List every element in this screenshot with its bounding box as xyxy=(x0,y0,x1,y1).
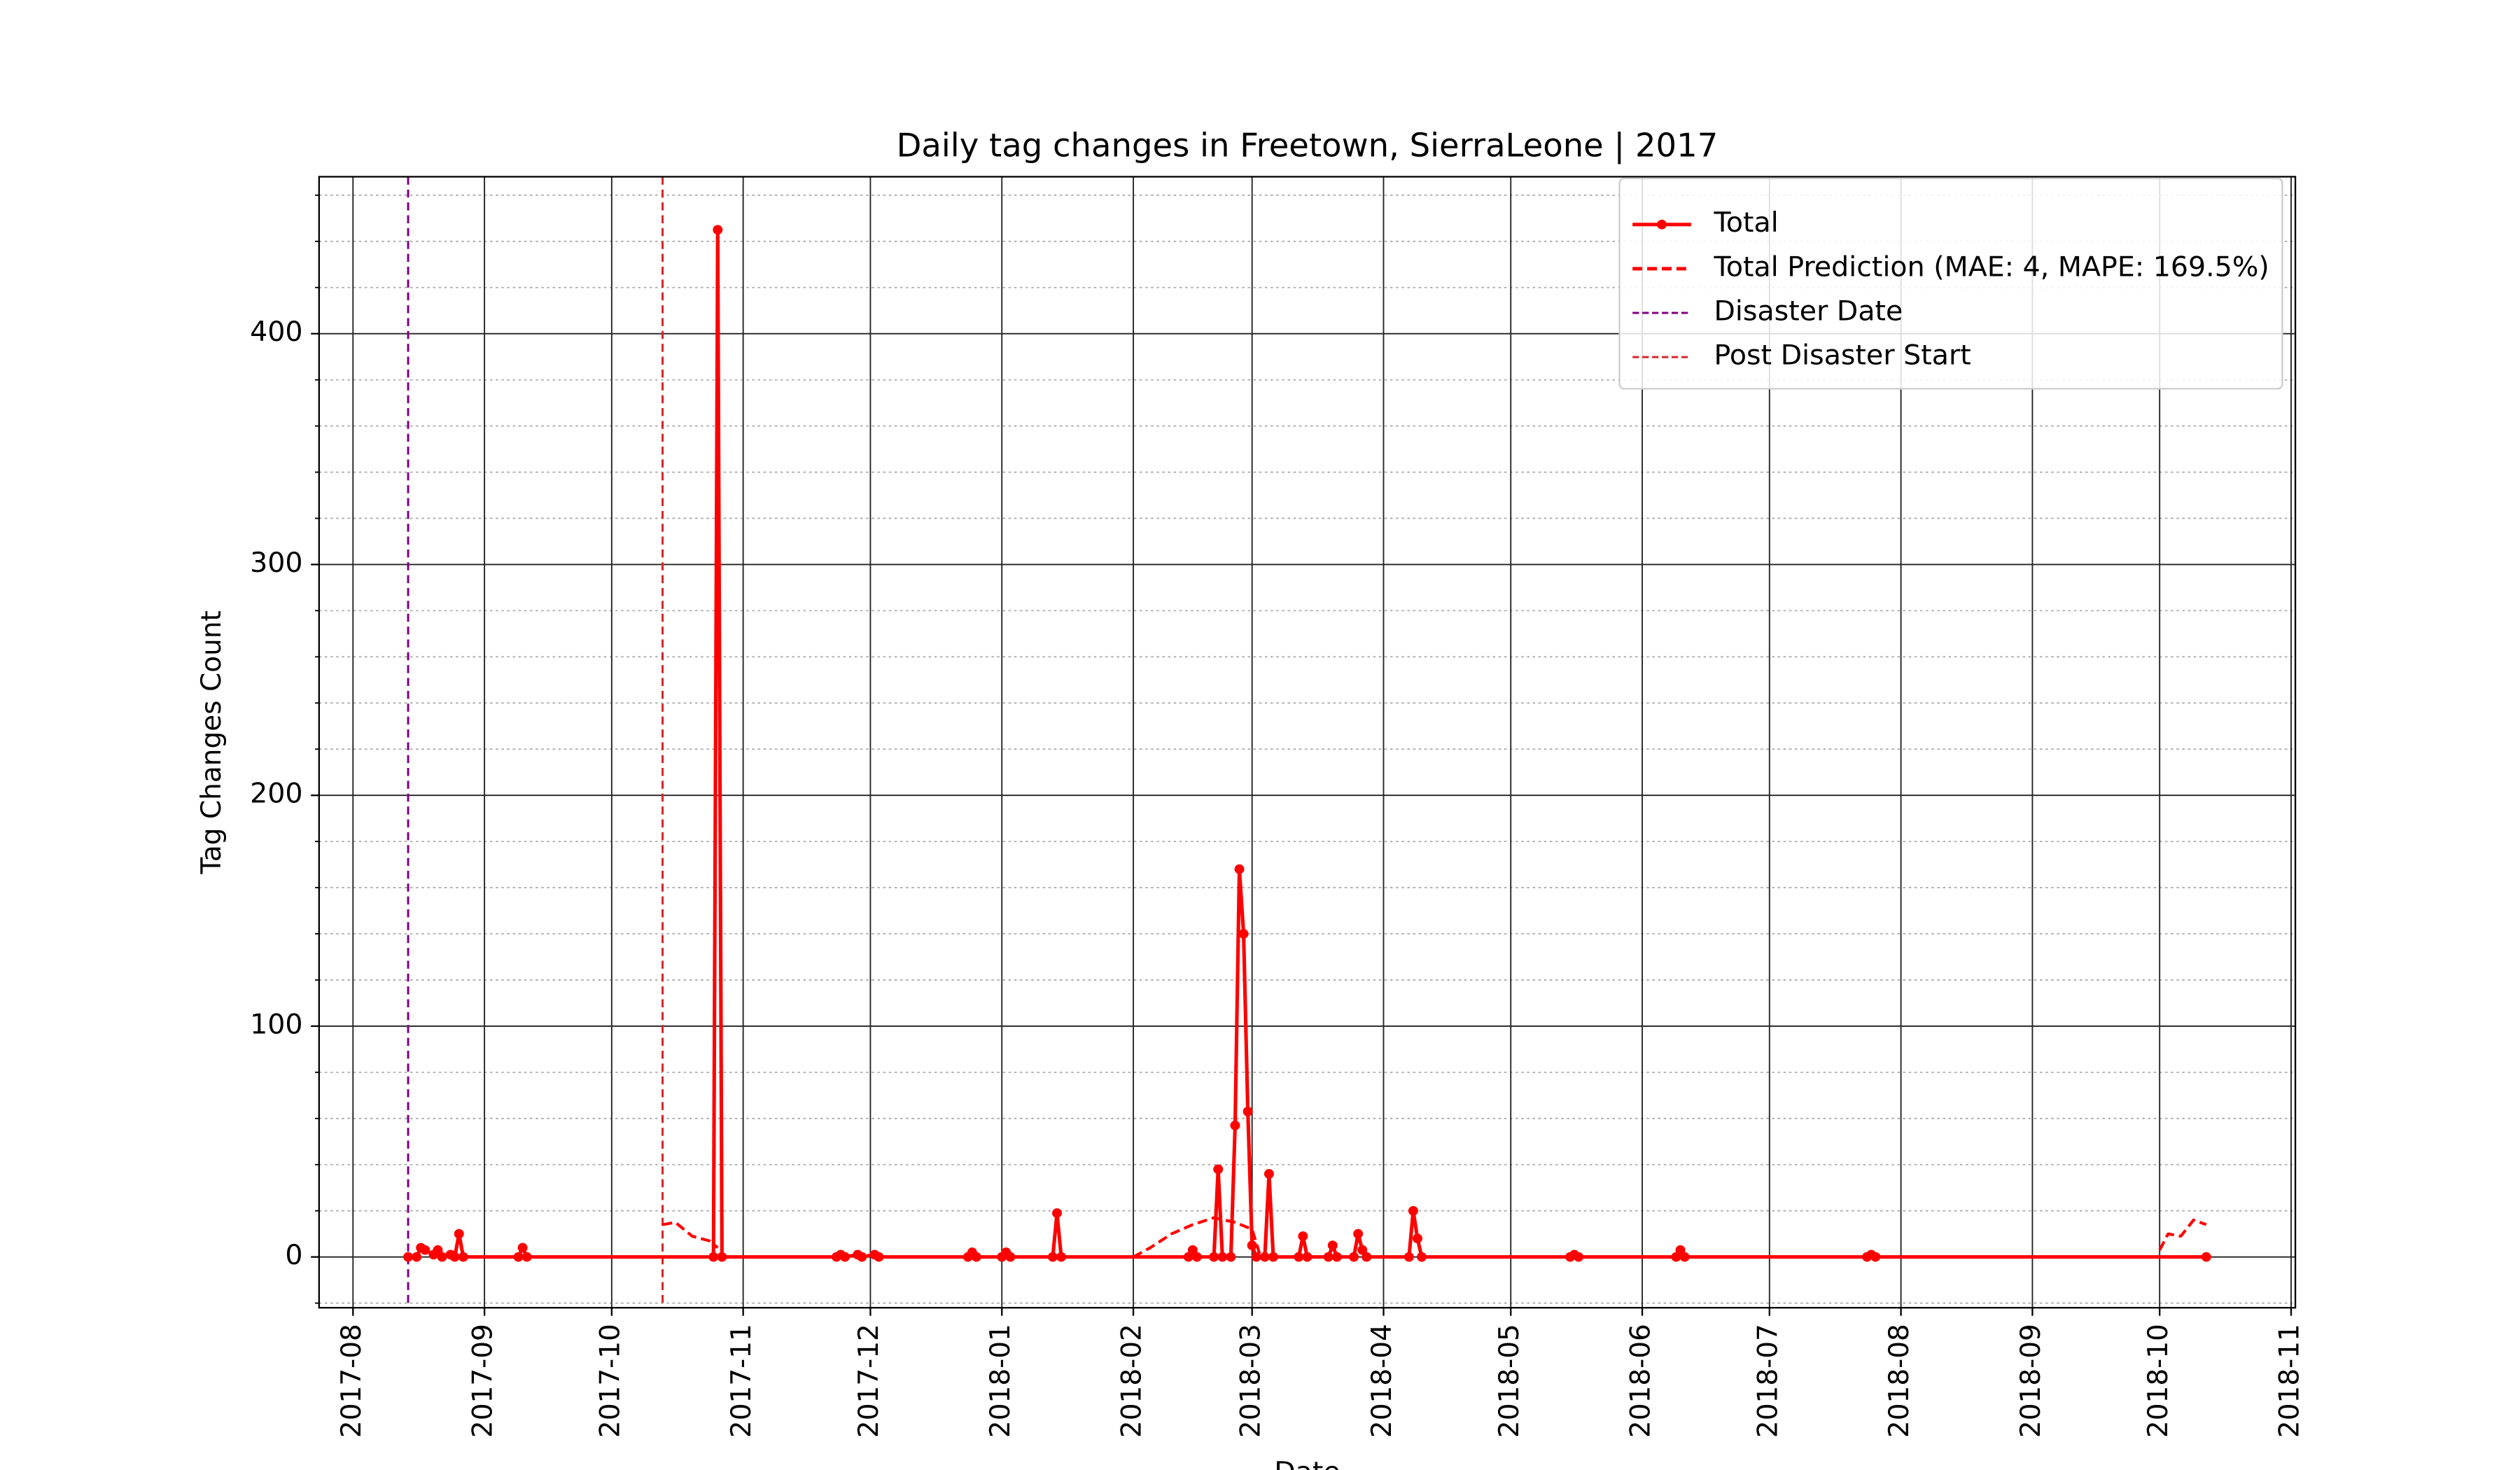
data-point xyxy=(522,1252,532,1262)
series-line xyxy=(2158,1218,2207,1251)
x-tick-label: 2018-04 xyxy=(1366,1324,1398,1438)
data-point xyxy=(1230,1120,1240,1130)
data-point xyxy=(2201,1252,2211,1262)
data-point xyxy=(1302,1252,1312,1262)
x-tick-label: 2017-12 xyxy=(853,1324,885,1438)
data-point xyxy=(1052,1208,1062,1218)
data-point xyxy=(437,1252,447,1262)
data-point xyxy=(1005,1252,1016,1262)
x-tick-label: 2018-07 xyxy=(1752,1324,1784,1438)
data-point xyxy=(1349,1252,1359,1262)
data-point xyxy=(1217,1252,1228,1262)
x-tick-label: 2018-02 xyxy=(1116,1324,1147,1438)
x-tick-label: 2018-09 xyxy=(2015,1324,2047,1438)
data-point xyxy=(1264,1169,1274,1179)
legend-label: Disaster Date xyxy=(1714,296,1903,328)
data-point xyxy=(1331,1252,1342,1262)
data-point xyxy=(840,1252,850,1262)
x-axis-label: Date xyxy=(1274,1457,1340,1470)
y-tick-label: 400 xyxy=(250,316,302,348)
data-point xyxy=(857,1252,867,1262)
x-tick-label: 2018-05 xyxy=(1494,1324,1525,1438)
data-point xyxy=(1362,1252,1372,1262)
data-point xyxy=(708,1252,719,1262)
data-point xyxy=(513,1252,524,1262)
legend-box xyxy=(1618,177,2283,390)
x-tick-label: 2017-11 xyxy=(726,1324,757,1438)
data-point xyxy=(1242,1107,1253,1116)
data-point xyxy=(1671,1252,1681,1262)
data-point xyxy=(1268,1252,1278,1262)
x-tick-label: 2018-08 xyxy=(1884,1324,1915,1438)
data-point xyxy=(1259,1252,1270,1262)
data-point xyxy=(717,1252,727,1262)
legend-label: Total Prediction (MAE: 4, MAPE: 169.5%) xyxy=(1713,252,2269,284)
series-line xyxy=(662,1221,719,1250)
data-point xyxy=(1404,1252,1414,1262)
legend-label: Total xyxy=(1713,207,1778,239)
x-tick-label: 2018-10 xyxy=(2143,1324,2174,1438)
data-point xyxy=(1238,929,1249,939)
y-tick-label: 0 xyxy=(285,1240,302,1271)
x-tick-label: 2018-03 xyxy=(1235,1324,1266,1438)
data-point xyxy=(1298,1231,1308,1241)
y-axis-label: Tag Changes Count xyxy=(196,610,227,874)
data-point xyxy=(449,1252,460,1262)
y-tick-label: 300 xyxy=(250,547,302,579)
data-point xyxy=(1327,1240,1338,1251)
plot-frame xyxy=(318,176,2297,1309)
data-point xyxy=(1187,1245,1198,1255)
data-point xyxy=(1417,1252,1427,1262)
data-point xyxy=(1183,1252,1194,1262)
plot-area xyxy=(403,176,2211,1308)
data-point xyxy=(1213,1164,1224,1175)
legend-marker xyxy=(1657,219,1667,230)
data-point xyxy=(1047,1252,1058,1262)
data-point xyxy=(403,1252,414,1262)
x-tick-label: 2017-08 xyxy=(336,1324,368,1438)
data-point xyxy=(1247,1240,1257,1251)
chart-title: Daily tag changes in Freetown, SierraLeo… xyxy=(897,127,1718,165)
data-point xyxy=(1191,1252,1202,1262)
data-point xyxy=(458,1252,468,1262)
x-tick-label: 2018-11 xyxy=(2274,1324,2305,1438)
y-tick-label: 100 xyxy=(250,1009,302,1041)
x-tick-label: 2018-01 xyxy=(985,1324,1016,1438)
legend: Total Total Prediction (MAE: 4, MAPE: 169… xyxy=(1618,177,2283,390)
data-point xyxy=(1226,1252,1236,1262)
data-point xyxy=(1675,1245,1686,1255)
x-tick-label: 2018-06 xyxy=(1625,1324,1656,1438)
data-point xyxy=(420,1245,430,1255)
y-tick-label: 200 xyxy=(250,778,302,810)
data-point xyxy=(412,1252,422,1262)
data-point xyxy=(1294,1252,1304,1262)
data-point xyxy=(971,1252,981,1262)
legend-label: Post Disaster Start xyxy=(1714,340,1970,372)
data-point xyxy=(1412,1233,1422,1244)
data-point xyxy=(454,1228,464,1239)
data-point xyxy=(1679,1252,1690,1262)
data-point xyxy=(1870,1252,1881,1262)
data-point xyxy=(874,1252,884,1262)
data-point xyxy=(1574,1252,1584,1262)
data-point xyxy=(517,1242,528,1253)
x-tick-label: 2017-09 xyxy=(467,1324,498,1438)
data-point xyxy=(1323,1252,1334,1262)
data-point xyxy=(1353,1228,1364,1239)
data-point xyxy=(713,225,723,235)
data-point xyxy=(1408,1205,1418,1216)
x-tick-label: 2017-10 xyxy=(594,1324,626,1438)
data-point xyxy=(1209,1252,1219,1262)
data-point xyxy=(1251,1252,1261,1262)
data-point xyxy=(1357,1245,1368,1255)
data-point xyxy=(433,1245,443,1255)
series-line xyxy=(1133,1216,1262,1259)
data-point xyxy=(1234,864,1245,874)
data-point xyxy=(1056,1252,1067,1262)
